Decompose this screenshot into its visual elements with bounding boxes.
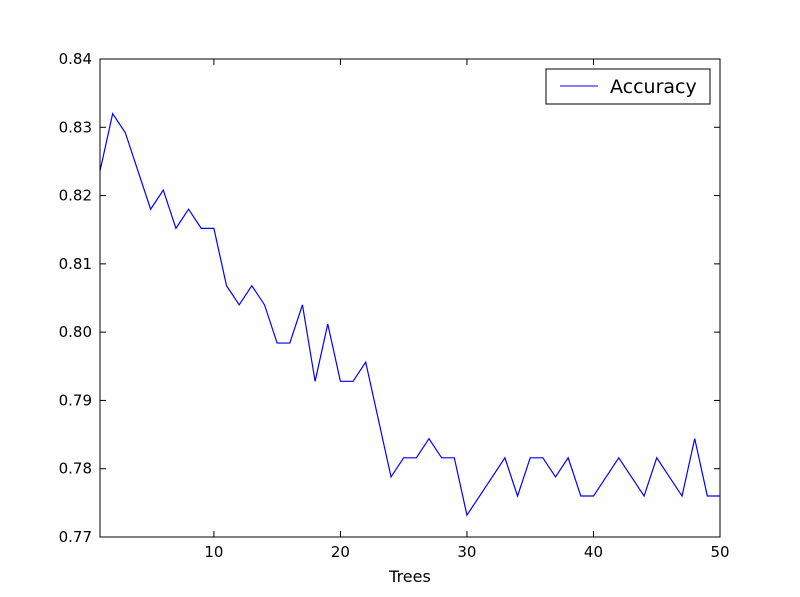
- legend-entry-accuracy: Accuracy: [610, 76, 697, 98]
- y-tick-label: 0.77: [59, 528, 92, 546]
- y-tick-label: 0.79: [59, 391, 92, 409]
- y-axis-ticks: 0.77 0.78 0.79 0.80 0.81 0.82 0.83 0.84: [59, 50, 720, 546]
- series-line-accuracy: [99, 112, 720, 517]
- x-tick-label: 50: [710, 543, 729, 561]
- y-tick-label: 0.80: [59, 323, 92, 341]
- y-tick-label: 0.84: [59, 50, 92, 68]
- x-axis-ticks: 10 20 30 40 50: [204, 59, 730, 561]
- y-tick-label: 0.83: [59, 118, 92, 136]
- x-tick-label: 30: [457, 543, 476, 561]
- legend: Accuracy: [545, 68, 711, 105]
- y-tick-label: 0.78: [59, 460, 92, 478]
- plot-frame: [99, 58, 721, 538]
- x-tick-label: 10: [204, 543, 223, 561]
- series-layer: [99, 112, 720, 517]
- y-tick-label: 0.81: [59, 255, 92, 273]
- y-tick-label: 0.82: [59, 187, 92, 205]
- x-tick-label: 20: [331, 543, 350, 561]
- x-axis-label: Trees: [388, 567, 431, 586]
- x-tick-label: 40: [584, 543, 603, 561]
